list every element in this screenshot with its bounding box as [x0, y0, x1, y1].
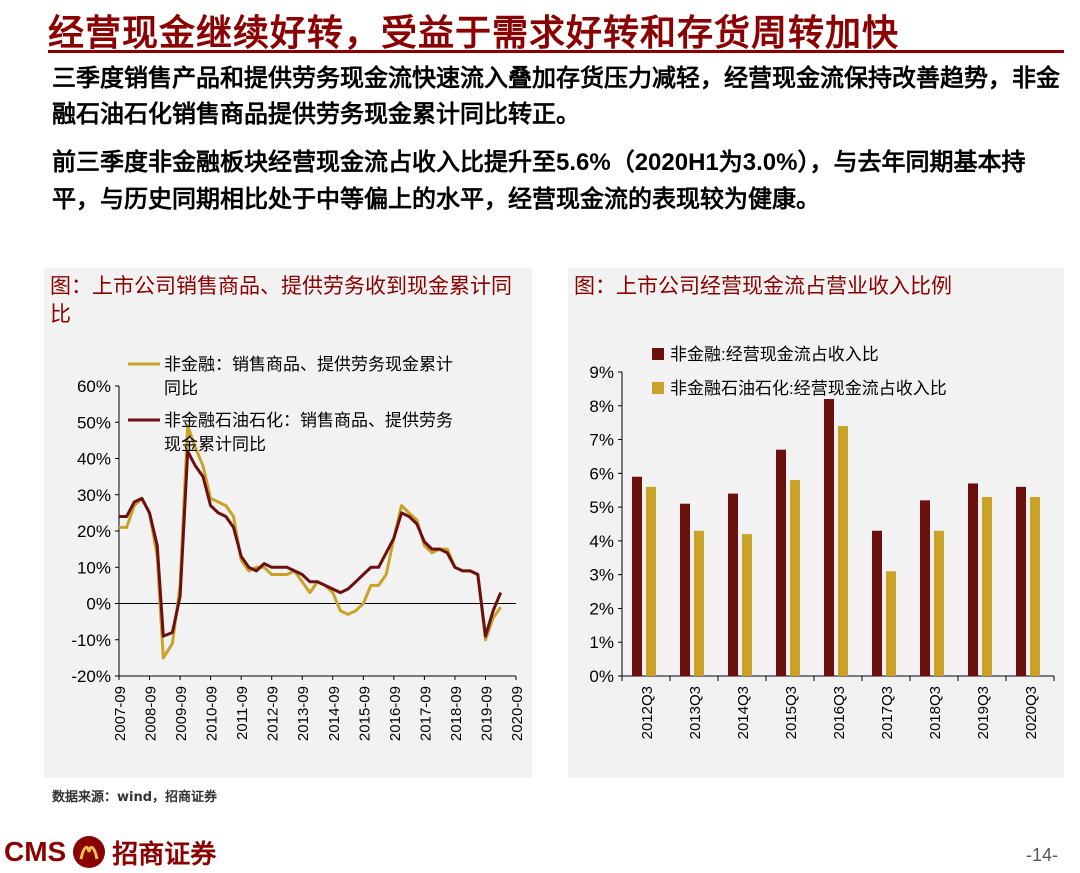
summary-paragraph-1: 三季度销售产品和提供劳务现金流快速流入叠加存货压力减轻，经营现金流保持改善趋势，…: [52, 64, 1060, 128]
legend-label-2: 非金融石油石化:经营现金流占收入比: [670, 379, 947, 398]
y-tick-label: 6%: [589, 464, 614, 483]
bar-2018Q3-series-2: [934, 530, 944, 676]
legend-label-1-line1: 非金融：销售商品、提供劳务现金累计: [164, 355, 453, 374]
left-chart-panel: 图：上市公司销售商品、提供劳务收到现金累计同比 -20% -10% 0% 10% 20%…: [44, 268, 532, 778]
x-tick-label: 2019Q3: [975, 686, 992, 739]
bar-2019Q3-series-1: [968, 483, 978, 676]
bar-2019Q3-series-2: [982, 496, 992, 676]
x-tick-label: 2014-09: [326, 686, 343, 741]
y-tick-label: -10%: [71, 631, 111, 650]
x-tick-label: 2012Q3: [639, 686, 656, 739]
x-tick-label: 2014Q3: [735, 686, 752, 739]
legend-label-2-line1: 非金融石油石化：销售商品、提供劳务: [164, 411, 453, 430]
legend-swatch-1: [652, 348, 664, 360]
y-tick-label: 9%: [589, 363, 614, 382]
x-tick-label: 2008-09: [143, 686, 160, 741]
legend-label-2-line2: 现金累计同比: [164, 435, 266, 454]
bar-2015Q3-series-1: [776, 449, 786, 676]
bar-2017Q3-series-1: [872, 530, 882, 676]
bar-2012Q3-series-1: [632, 476, 642, 676]
y-tick-label: 7%: [589, 431, 614, 450]
line-chart: -20% -10% 0% 10% 20% 30% 40% 50% 60% 2007-09 2008-…: [71, 355, 526, 741]
x-tick-label: 2015-09: [356, 686, 373, 741]
x-tick-label: 2010-09: [204, 686, 221, 741]
legend-label-1: 非金融:经营现金流占收入比: [670, 345, 879, 364]
para2-h1-value: 2020H1为3.0%: [634, 149, 798, 176]
para2-text-a: 前三季度非金融板块经营现金流占收入比提升至: [52, 148, 556, 176]
x-tick-label: 2007-09: [112, 686, 129, 741]
y-tick-label: -20%: [71, 667, 111, 686]
x-tick-label: 2018-09: [448, 686, 465, 741]
x-tick-label: 2018Q3: [927, 686, 944, 739]
y-tick-label: 50%: [77, 413, 111, 432]
x-tick-label: 2017-09: [417, 686, 434, 741]
y-tick-label: 0%: [589, 667, 614, 686]
x-tick-label: 2009-09: [173, 686, 190, 741]
series-line-2: [119, 449, 503, 638]
x-tick-label: 2017Q3: [879, 686, 896, 739]
y-tick-label: 4%: [589, 532, 614, 551]
cms-chinese-name: 招商证券: [112, 839, 217, 870]
y-tick-label: 1%: [589, 633, 614, 652]
x-tick-label: 2013Q3: [687, 686, 704, 739]
y-tick-label: 60%: [77, 377, 111, 396]
bar-2013Q3-series-2: [694, 530, 704, 676]
bar-2016Q3-series-2: [838, 426, 848, 676]
x-tick-label: 2012-09: [265, 686, 282, 741]
x-tick-label: 2016Q3: [831, 686, 848, 739]
summary-paragraph-2: 前三季度非金融板块经营现金流占收入比提升至5.6%（2020H1为3.0%），与…: [52, 144, 1062, 217]
legend-swatch-2: [652, 382, 664, 394]
y-tick-label: 30%: [77, 486, 111, 505]
bar-2016Q3-series-1: [824, 399, 834, 676]
y-tick-label: 40%: [77, 450, 111, 469]
title-divider: [48, 50, 1064, 53]
bar-2015Q3-series-2: [790, 480, 800, 676]
bar-chart: 0% 1% 2% 3% 4% 5% 6% 7% 8% 9% 2012Q3 2013Q3 2014Q3 20…: [589, 345, 1055, 739]
x-tick-label: 2016-09: [387, 686, 404, 741]
bar-2014Q3-series-2: [742, 534, 752, 676]
data-source-note: 数据来源：wind，招商证券: [52, 790, 218, 805]
right-chart-title: 图：上市公司经营现金流占营业收入比例: [574, 274, 952, 298]
x-tick-label: 2020Q3: [1023, 686, 1040, 739]
page-title: 经营现金继续好转，受益于需求好转和存货周转加快: [48, 13, 900, 54]
y-tick-label: 20%: [77, 522, 111, 541]
footer-logo: CMS 招商证券: [4, 832, 216, 872]
x-tick-label: 2019-09: [478, 686, 495, 741]
x-tick-label: 2011-09: [234, 686, 251, 740]
y-tick-label: 3%: [589, 566, 614, 585]
x-tick-label: 2015Q3: [783, 686, 800, 739]
page-number: -14-: [1025, 845, 1058, 865]
y-tick-label: 0%: [86, 595, 111, 614]
cms-brand-text: CMS: [4, 836, 67, 867]
x-tick-label: 2013-09: [295, 686, 312, 741]
bar-2017Q3-series-2: [886, 571, 896, 676]
bar-2018Q3-series-1: [920, 500, 930, 676]
right-chart-panel: 图：上市公司经营现金流占营业收入比例 0% 1% 2% 3% 4% 5% 6% 7% 8% 9% 2…: [568, 268, 1064, 778]
y-tick-label: 5%: [589, 498, 614, 517]
para2-text-e: ），与去年同期基本持平，与历史同期相比处于中等偏上的水平，经营现金流的表现较为健…: [52, 148, 1026, 213]
bar-2020Q3-series-1: [1016, 486, 1026, 676]
bar-2020Q3-series-2: [1030, 496, 1040, 676]
para2-value: 5.6%: [556, 149, 611, 176]
series-line-1: [119, 424, 502, 660]
y-tick-label: 10%: [77, 558, 111, 577]
bar-2012Q3-series-2: [646, 486, 656, 676]
legend-label-1-line2: 同比: [164, 379, 198, 398]
y-tick-label: 8%: [589, 397, 614, 416]
y-tick-label: 2%: [589, 599, 614, 618]
left-chart-title: 图：上市公司销售商品、提供劳务收到现金累计同比: [50, 274, 512, 326]
bar-2014Q3-series-1: [728, 493, 738, 676]
para2-text-c: （: [610, 148, 635, 176]
bar-2013Q3-series-1: [680, 503, 690, 676]
cms-logo-icon: [73, 836, 106, 868]
x-tick-label: 2020-09: [509, 686, 526, 741]
